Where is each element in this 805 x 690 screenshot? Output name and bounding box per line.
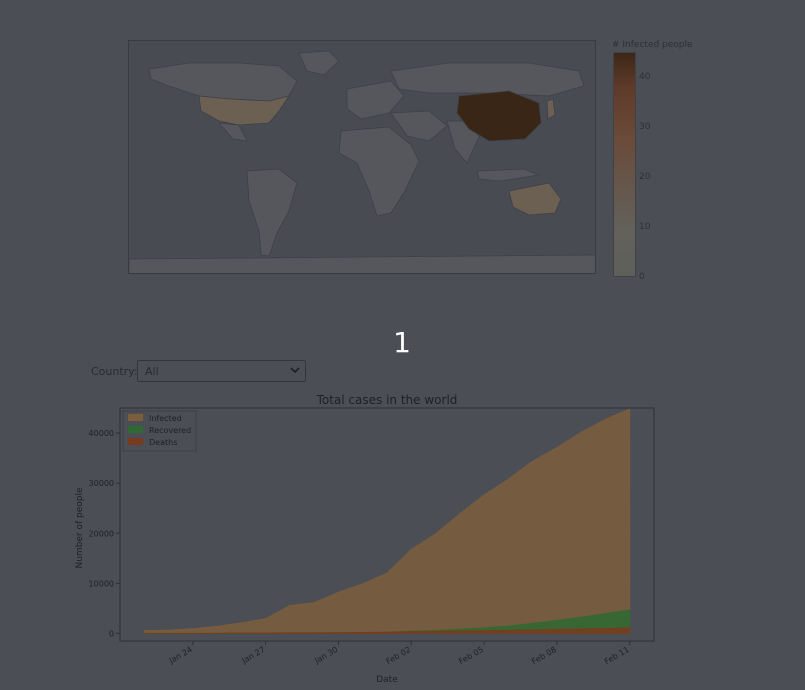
country-label: Country: [91, 365, 138, 378]
frame-number: 1 [393, 326, 411, 359]
x-tick-label: Feb 08 [530, 645, 558, 666]
x-tick-label: Feb 02 [384, 645, 412, 666]
map-russia [390, 62, 585, 97]
y-tick-label: 10000 [89, 579, 114, 588]
legend-label-deaths: Deaths [149, 438, 177, 447]
legend-swatch-deaths [128, 438, 143, 445]
colorbar-tick-20: 20 [639, 172, 651, 182]
x-axis-label: Date [376, 675, 398, 685]
chart-legend: Infected Recovered Deaths [122, 410, 197, 452]
legend-swatch-infected [128, 414, 143, 421]
country-select-value: All [145, 365, 159, 378]
map-canada [148, 62, 298, 102]
legend-label-infected: Infected [149, 414, 182, 423]
colorbar-tick-30: 30 [639, 122, 651, 132]
colorbar [613, 52, 636, 277]
map-middle-east [390, 110, 448, 142]
legend-label-recovered: Recovered [149, 426, 191, 435]
map-mexico [218, 122, 248, 142]
map-japan [546, 98, 556, 120]
country-select[interactable]: All [137, 360, 306, 382]
x-axis: Jan 24 Jan 27 Jan 30 Feb 02 Feb 05 Feb 08 Feb … [167, 641, 631, 666]
map-greenland [298, 50, 340, 76]
y-tick-label: 40000 [89, 429, 114, 438]
colorbar-tick-40: 40 [639, 72, 651, 82]
y-axis: 0 10000 20000 30000 40000 [89, 429, 120, 638]
map-china [456, 90, 542, 142]
x-tick-label: Jan 27 [240, 645, 267, 666]
x-tick-label: Feb 05 [457, 645, 485, 666]
y-tick-label: 30000 [89, 479, 114, 488]
map-australia [508, 182, 562, 216]
map-indonesia [476, 168, 541, 182]
map-europe [346, 80, 405, 120]
colorbar-tick-0: 0 [639, 272, 645, 282]
y-tick-label: 20000 [89, 529, 114, 538]
colorbar-title: # Infected people [612, 40, 693, 50]
chart-title: Total cases in the world [316, 393, 458, 407]
colorbar-tick-10: 10 [639, 222, 651, 232]
map-antarctica [129, 254, 595, 273]
area-infected [143, 408, 631, 634]
world-map [128, 40, 596, 274]
cases-chart: Total cases in the world 0 10000 20000 3000… [75, 393, 655, 685]
x-tick-label: Jan 30 [312, 645, 339, 666]
x-tick-label: Feb 11 [603, 645, 631, 666]
y-tick-label: 0 [109, 629, 114, 638]
plot-area [119, 407, 655, 642]
map-africa [338, 126, 420, 217]
y-axis-label: Number of people [75, 487, 85, 569]
map-south-america [246, 168, 298, 257]
area-series [143, 408, 631, 634]
x-tick-label: Jan 24 [167, 645, 194, 666]
map-usa [198, 95, 290, 126]
chevron-down-icon [289, 364, 301, 379]
area-deaths [143, 627, 631, 634]
legend-swatch-recovered [128, 426, 143, 433]
